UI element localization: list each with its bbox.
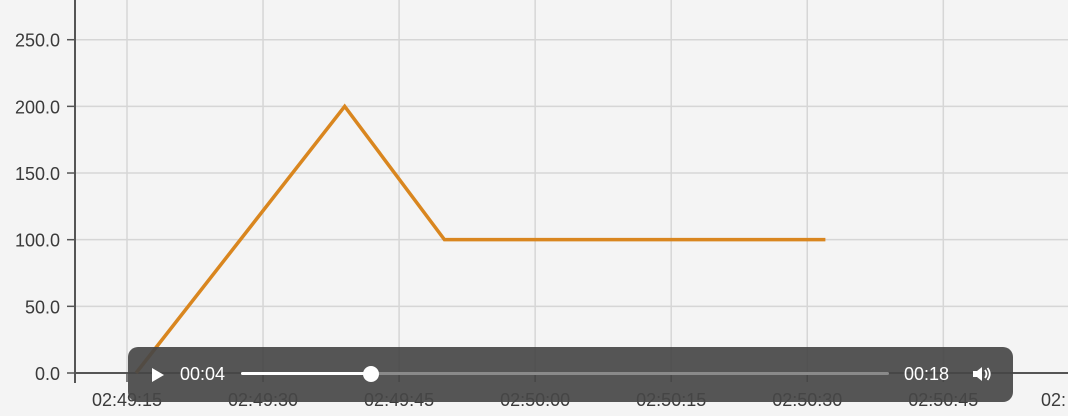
current-time: 00:04: [180, 364, 226, 384]
play-button[interactable]: [148, 365, 168, 385]
y-tick-label: 0.0: [35, 364, 60, 384]
series-line: [134, 103, 826, 375]
speaker-icon: [973, 367, 991, 381]
y-tick-label: 150.0: [15, 164, 60, 184]
video-player-controls: 00:04 00:18: [128, 347, 1013, 402]
x-tick-label: 02:: [1041, 390, 1066, 410]
seek-thumb[interactable]: [362, 365, 379, 382]
y-tick-label: 250.0: [15, 31, 60, 51]
duration-time: 00:18: [904, 364, 950, 384]
play-icon: [152, 368, 164, 382]
seek-bar[interactable]: [241, 365, 889, 382]
y-tick-label: 200.0: [15, 97, 60, 117]
y-tick-label: 50.0: [25, 297, 60, 317]
seek-progress: [241, 372, 371, 375]
y-tick-label: 100.0: [15, 231, 60, 251]
volume-button[interactable]: [971, 364, 993, 384]
